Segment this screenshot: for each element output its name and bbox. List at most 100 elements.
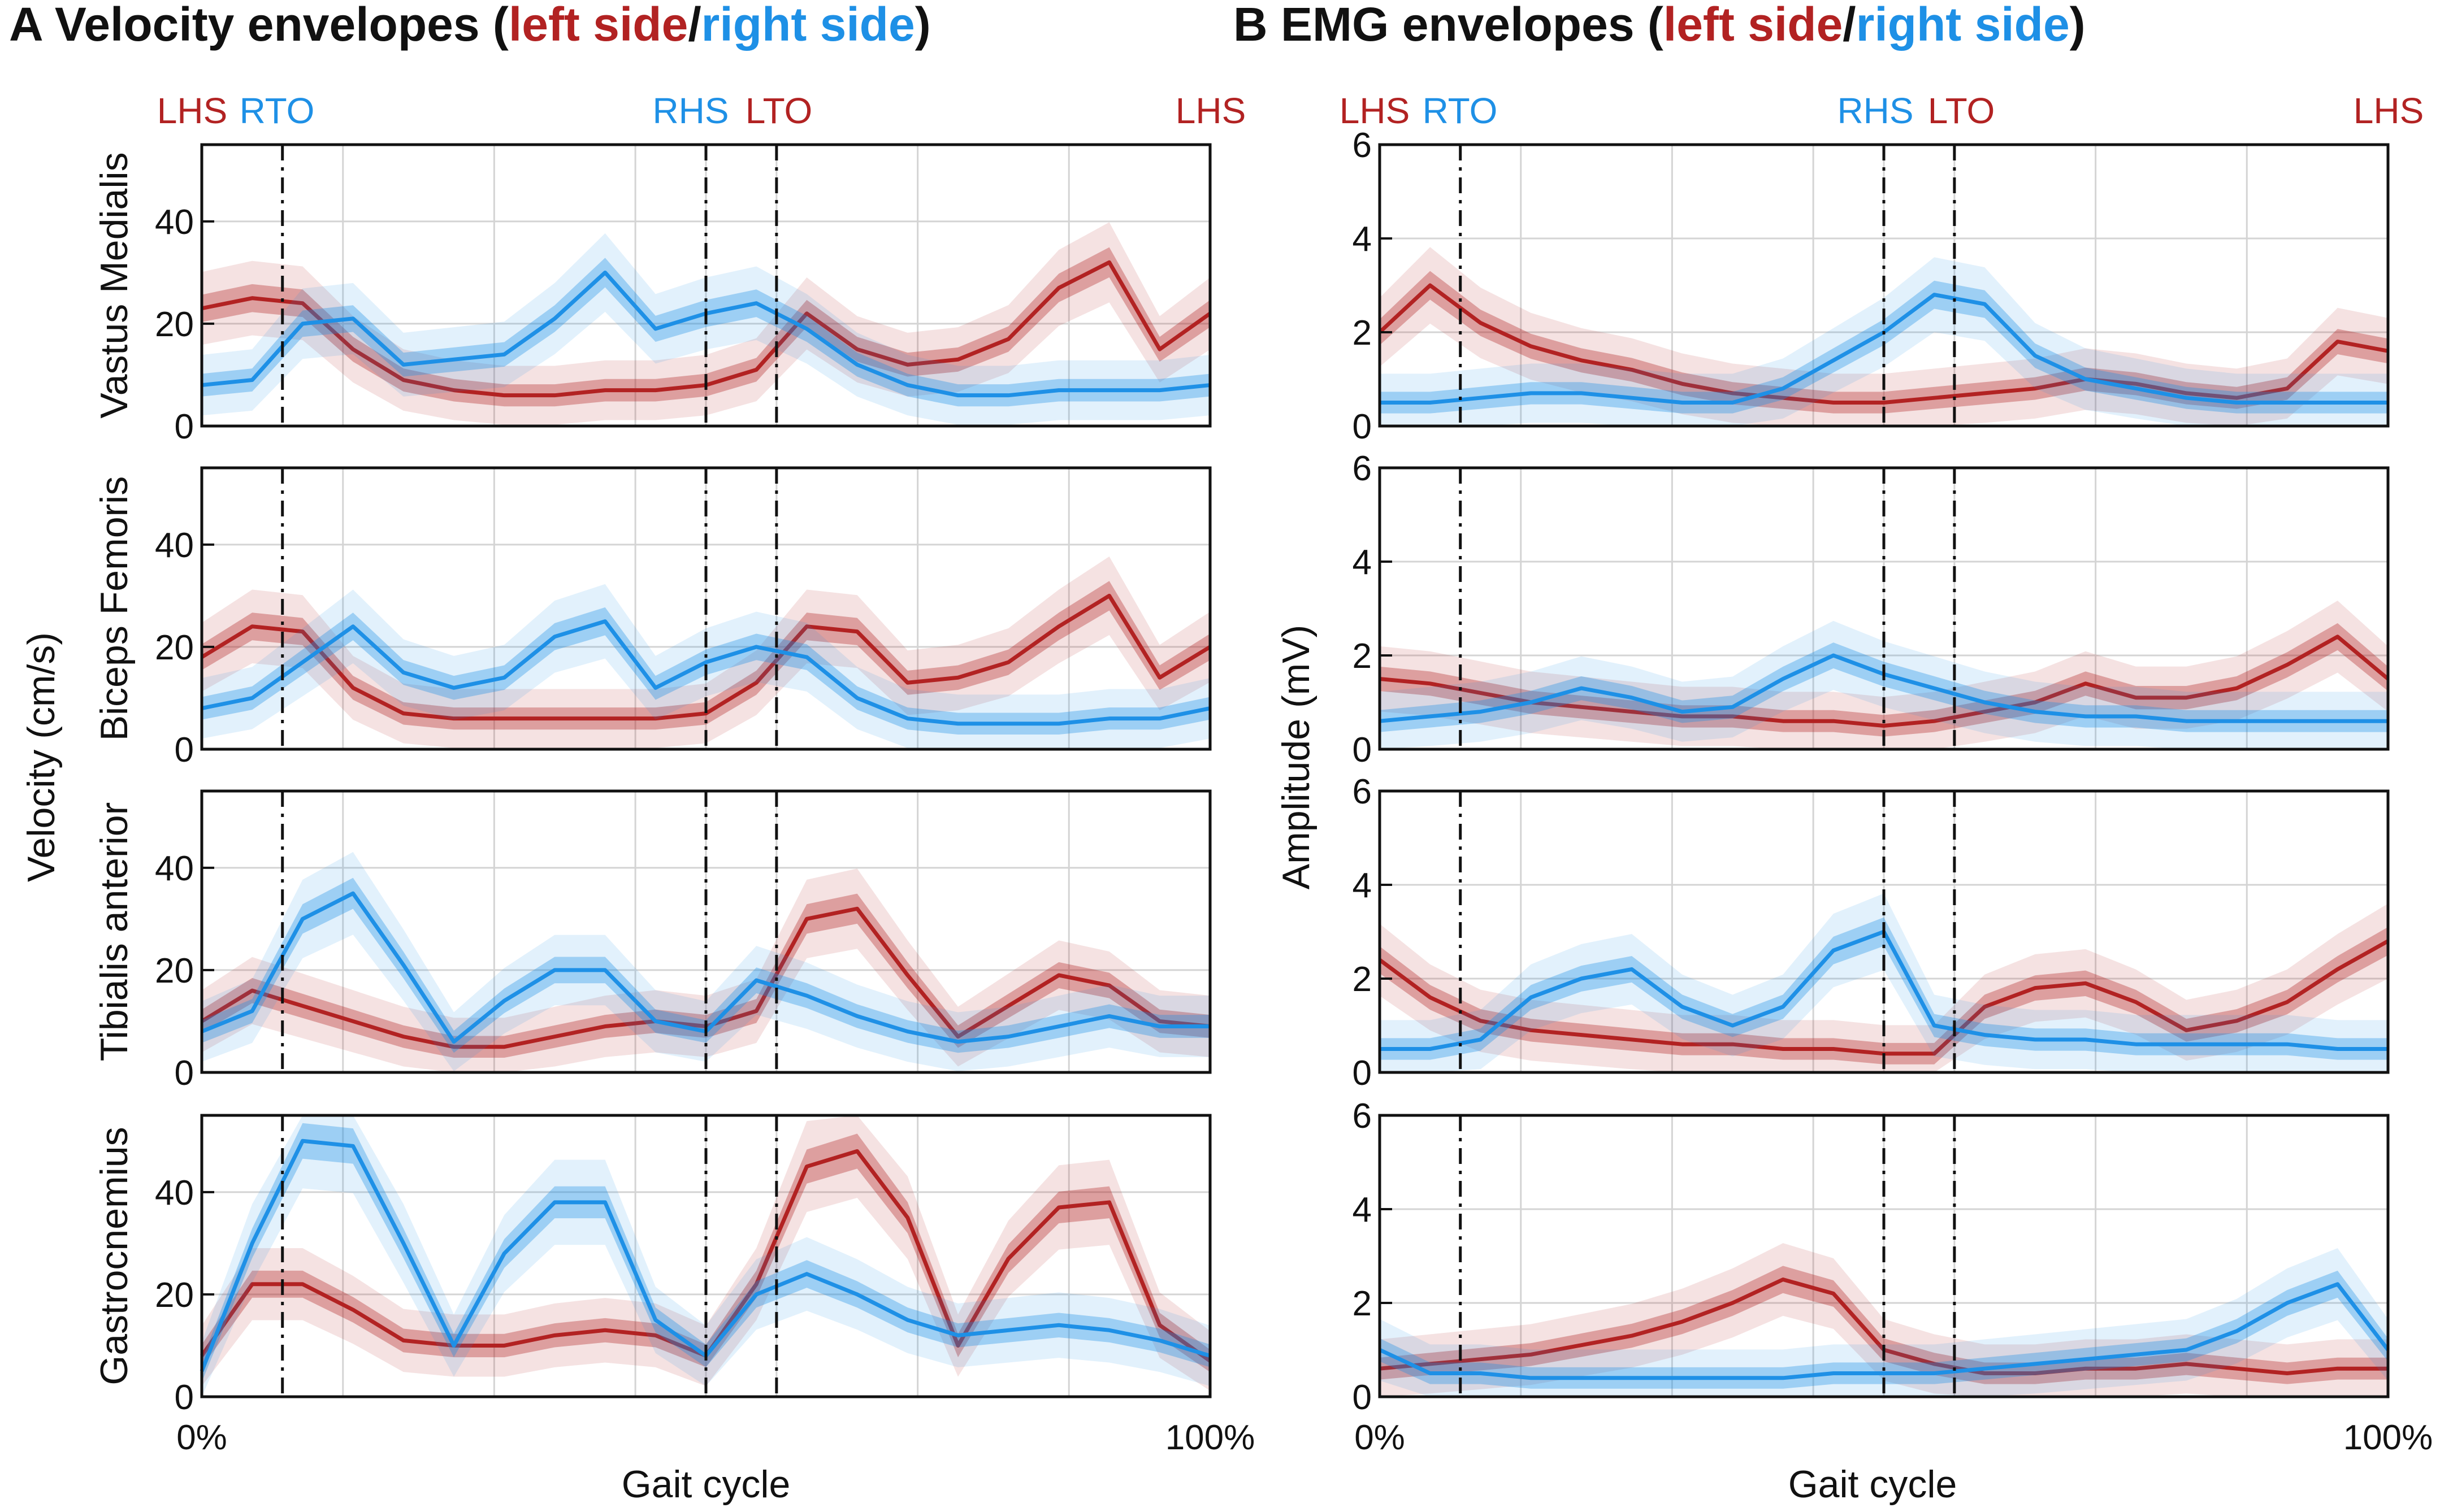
band-outer-left-side <box>1380 247 2388 426</box>
panel-b-letter: B <box>1233 0 1268 51</box>
band-outer-left-side <box>202 556 1210 748</box>
band-inner-right-side <box>1380 1270 2388 1389</box>
panel-b-title-sep: / <box>1843 0 1856 51</box>
ytick-label: 4 <box>1353 220 1372 259</box>
panel-a-title-suffix: ) <box>915 0 931 51</box>
panel-a-event-labels: LHS RTO RHS LTO LHS <box>157 90 1246 131</box>
band-inner-left-side <box>202 1133 1210 1372</box>
ytick-label: 6 <box>1353 126 1372 165</box>
ytick-label: 2 <box>1353 637 1372 676</box>
axes-frame <box>1378 1114 2390 1398</box>
event-label-lto: LTO <box>1928 90 1995 131</box>
muscle-label: Biceps Femoris <box>93 476 136 741</box>
panel-a-title-left: left side <box>509 0 688 51</box>
ytick-label: 6 <box>1353 1097 1372 1136</box>
axes-frame <box>1378 466 2390 751</box>
panel-a-title-right: right side <box>701 0 915 51</box>
subplot-biceps-femoris: 0 2 4 6 <box>1353 449 2390 770</box>
band-inner-left-side <box>1380 271 2388 414</box>
panel-a-xlabel: Gait cycle <box>622 1463 791 1506</box>
axes-frame <box>1378 789 2390 1074</box>
subplot-gastrocnemius: 0 20 40 Gastrocnemius <box>93 1114 1212 1417</box>
event-label-lhs-end: LHS <box>1176 90 1246 131</box>
ytick-label: 40 <box>155 1174 194 1213</box>
band-inner-right-side <box>202 258 1210 407</box>
band-inner-left-side <box>1380 927 2388 1065</box>
ytick-label: 0 <box>175 731 194 770</box>
event-label-rhs: RHS <box>652 90 729 131</box>
band-outer-left-side <box>202 868 1210 1072</box>
ytick-label: 40 <box>155 203 194 242</box>
panel-b-title-right: right side <box>1856 0 2070 51</box>
subplot-tibialis-anterior: 0 2 4 6 <box>1353 772 2390 1093</box>
muscle-label: Gastrocnemius <box>93 1127 136 1385</box>
event-label-lhs-start: LHS <box>1340 90 1410 131</box>
band-outer-left-side <box>1380 903 2388 1072</box>
ytick-label: 20 <box>155 628 194 667</box>
ytick-label: 0 <box>175 407 194 446</box>
panel-b-xtick-100: 100% <box>2343 1418 2433 1457</box>
ytick-label: 2 <box>1353 1284 1372 1323</box>
ytick-label: 2 <box>1353 314 1372 353</box>
panel-a-title-prefix: Velocity envelopes ( <box>55 0 509 51</box>
ytick-label: 0 <box>1353 407 1372 446</box>
panel-b-title: B EMG envelopes (left side/right side) <box>1233 0 2086 51</box>
subplot-vastus-medialis: 0 20 40 Vastus Medialis <box>93 143 1212 446</box>
panel-a-letter: A <box>9 0 42 51</box>
band-outer-left-side <box>202 1115 1210 1391</box>
event-label-lhs-start: LHS <box>157 90 228 131</box>
subplot-vastus-medialis: 0 2 4 6 <box>1353 126 2390 446</box>
band-outer-right-side <box>202 851 1210 1071</box>
ytick-label: 0 <box>175 1054 194 1093</box>
event-label-rto: RTO <box>1423 90 1498 131</box>
band-outer-left-side <box>202 222 1210 425</box>
band-inner-left-side <box>1380 623 2388 737</box>
ytick-label: 6 <box>1353 449 1372 488</box>
event-label-rto: RTO <box>240 90 315 131</box>
ytick-label: 4 <box>1353 866 1372 905</box>
panel-b-ylabel: Amplitude (mV) <box>1275 625 1317 890</box>
event-label-rhs: RHS <box>1837 90 1913 131</box>
ytick-label: 20 <box>155 305 194 344</box>
axes-frame <box>200 466 1212 751</box>
band-inner-right-side <box>202 1123 1210 1383</box>
ytick-label: 20 <box>155 1276 194 1315</box>
subplot-gastrocnemius: 0 2 4 6 <box>1353 1097 2390 1417</box>
panel-b-title-left: left side <box>1663 0 1843 51</box>
panel-b-title-prefix: EMG envelopes ( <box>1281 0 1663 51</box>
event-label-lhs-end: LHS <box>2354 90 2424 131</box>
muscle-label: Tibialis anterior <box>93 802 136 1062</box>
ytick-label: 0 <box>175 1378 194 1417</box>
band-outer-right-side <box>202 1115 1210 1397</box>
ytick-label: 20 <box>155 951 194 990</box>
band-outer-right-side <box>202 233 1210 425</box>
ytick-label: 40 <box>155 849 194 888</box>
axes-frame <box>200 789 1212 1074</box>
band-inner-left-side <box>202 247 1210 407</box>
band-outer-right-side <box>1380 893 2388 1072</box>
band-inner-right-side <box>1380 642 2388 732</box>
ytick-label: 0 <box>1353 1054 1372 1093</box>
panel-a-title-sep: / <box>688 0 701 51</box>
band-inner-right-side <box>1380 280 2388 414</box>
ytick-label: 40 <box>155 526 194 565</box>
panel-a-title: A Velocity envelopes (left side/right si… <box>9 0 931 51</box>
event-label-lto: LTO <box>746 90 813 131</box>
panel-a-xtick-0: 0% <box>176 1418 227 1457</box>
panel-b-xtick-0: 0% <box>1354 1418 1405 1457</box>
ytick-label: 4 <box>1353 1191 1372 1229</box>
muscle-label: Vastus Medialis <box>93 152 136 418</box>
panel-b-xlabel: Gait cycle <box>1788 1463 1957 1506</box>
band-outer-right-side <box>1380 1248 2388 1397</box>
axes-frame <box>200 143 1212 428</box>
ytick-label: 2 <box>1353 960 1372 999</box>
panel-a-ylabel: Velocity (cm/s) <box>20 632 63 882</box>
axes-frame <box>1378 143 2390 428</box>
panel-b-event-labels: LHS RTO RHS LTO LHS <box>1340 90 2424 131</box>
ytick-label: 4 <box>1353 543 1372 582</box>
panel-a-xtick-100: 100% <box>1165 1418 1255 1457</box>
ytick-label: 0 <box>1353 1378 1372 1417</box>
subplot-tibialis-anterior: 0 20 40 Tibialis anterior <box>93 789 1212 1093</box>
